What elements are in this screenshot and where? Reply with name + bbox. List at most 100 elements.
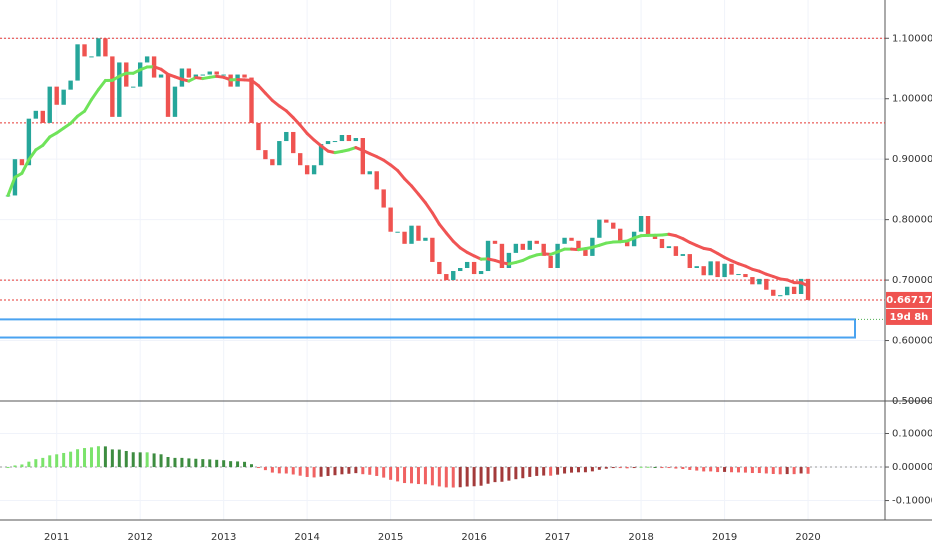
candle-body [96,38,101,57]
oscillator-bar [319,467,323,477]
candle-body [520,243,526,250]
oscillator-bar [222,460,226,468]
oscillator-bar [688,467,692,470]
oscillator-bar [354,467,358,474]
oscillator-bar [625,467,629,469]
candle-body [54,86,59,105]
candle-body [311,165,317,175]
support-zone [0,318,856,339]
candle-body [680,254,686,256]
oscillator-bar [639,466,643,468]
oscillator-bar [799,467,803,474]
oscillator-bar [389,467,393,480]
candle-body [89,56,94,58]
candle-body [19,159,25,166]
candle-body [722,263,727,278]
oscillator-bar [757,467,761,474]
candle-body [117,62,122,117]
candle-body [256,122,261,151]
oscillator-bar [430,467,434,486]
oscillator-bar [646,466,650,468]
candle-body [75,44,80,81]
candle-body [353,138,359,142]
moving-average [451,239,462,250]
moving-average [263,91,274,102]
oscillator-bar [521,467,525,479]
oscillator-bar [159,454,163,468]
y-tick-label: 0.90000 [892,154,932,165]
oscillator-bar [764,467,768,474]
oscillator-bar [138,452,142,468]
oscillator-bar [451,467,455,488]
y-tick-label: 0.50000 [892,396,932,407]
candle-body [297,153,303,166]
oscillator-bar [305,467,309,477]
candle-body [318,144,324,166]
moving-average [396,169,407,181]
x-tick-label: 2014 [294,532,319,543]
oscillator-bar [55,454,59,468]
candle-body [402,231,407,244]
moving-average [410,184,420,196]
candle-body [304,165,310,175]
moving-average [69,114,80,125]
candle-body [458,267,463,272]
candle-body [597,219,602,238]
oscillator-bar [382,467,386,478]
candle-body [666,246,672,249]
oscillator-bar [145,452,149,468]
oscillator-bar [535,467,539,476]
candle-body [200,74,205,76]
candle-body [395,231,400,233]
oscillator-bar [180,457,184,468]
x-tick-label: 2013 [211,532,236,543]
candle-body [144,56,150,63]
oscillator-bar [716,467,720,473]
candle-body [249,77,254,123]
oscillator-bar [806,467,810,474]
oscillator-bar [507,467,511,481]
oscillator-bar [785,467,789,475]
candle-body [103,38,108,57]
candle-body [694,266,699,268]
oscillator-bar [48,455,52,468]
candle-body [548,255,553,268]
candle-body [513,243,519,253]
candle-body [638,216,644,232]
candle-body [179,68,185,87]
candle-body [791,286,797,294]
y-tick-label: 0.70000 [892,275,932,286]
oscillator-bar [333,467,337,476]
last-price-label: 0.66717 [886,295,932,306]
oscillator-bar [361,467,365,475]
candle-body [381,189,386,208]
candle-body [471,261,477,275]
oscillator-bar [437,467,441,487]
candle-body [778,295,783,297]
candle-body [659,238,665,249]
oscillator-bar [611,467,615,469]
oscillator-bar [410,467,414,484]
candle-body [367,171,372,175]
oscillator-bar [423,467,427,485]
candle-body [757,278,762,285]
candle-body [291,131,296,154]
oscillator-bar [326,467,330,476]
oscillator-bar [194,458,198,468]
candle-body [784,286,790,296]
oscillator-bar [549,467,553,476]
candle-body [485,240,491,272]
oscillator-bar [284,467,288,474]
y-tick-label: 0.00000 [892,462,932,473]
moving-average [284,109,295,120]
candle-body [478,271,484,275]
y-tick-label: 0.60000 [892,336,932,347]
candle-body [798,278,804,294]
candle-body [764,278,769,290]
candle-body [715,261,720,278]
oscillator-bar [730,467,734,473]
oscillator-bar [256,467,260,469]
candle-body [805,278,811,301]
candle-body [158,74,164,78]
